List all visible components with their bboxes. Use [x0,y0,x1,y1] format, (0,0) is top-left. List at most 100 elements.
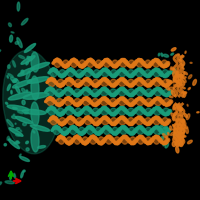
Ellipse shape [167,64,169,67]
Ellipse shape [182,67,184,69]
Ellipse shape [175,119,179,121]
Ellipse shape [174,128,178,133]
Ellipse shape [178,136,179,138]
Ellipse shape [166,136,168,139]
Ellipse shape [182,92,183,93]
Ellipse shape [27,56,32,61]
Ellipse shape [13,79,17,83]
Ellipse shape [5,102,8,104]
Ellipse shape [172,117,174,121]
Ellipse shape [181,120,183,123]
Ellipse shape [23,123,27,126]
Ellipse shape [168,83,170,85]
Ellipse shape [187,104,188,106]
Ellipse shape [170,132,174,135]
Ellipse shape [7,76,8,78]
Ellipse shape [14,173,16,178]
Ellipse shape [18,68,34,76]
Ellipse shape [13,107,17,109]
Ellipse shape [177,133,181,138]
Ellipse shape [20,73,24,75]
Ellipse shape [171,90,175,96]
Ellipse shape [183,92,187,94]
Ellipse shape [8,23,11,27]
Ellipse shape [10,77,19,83]
Ellipse shape [190,62,192,63]
Ellipse shape [13,80,31,88]
Ellipse shape [173,125,174,127]
Ellipse shape [171,113,175,118]
Ellipse shape [170,126,172,130]
Ellipse shape [10,177,11,180]
Ellipse shape [160,136,164,141]
Ellipse shape [178,138,181,141]
Ellipse shape [176,137,180,142]
Ellipse shape [19,154,21,157]
Ellipse shape [162,125,167,129]
Ellipse shape [175,73,178,75]
Ellipse shape [167,80,172,83]
Ellipse shape [177,107,182,111]
Ellipse shape [14,142,20,144]
Ellipse shape [21,56,35,64]
Ellipse shape [156,59,159,62]
Ellipse shape [14,80,17,82]
Ellipse shape [21,18,28,25]
Ellipse shape [163,144,165,146]
Ellipse shape [164,63,169,66]
Ellipse shape [26,141,28,144]
Ellipse shape [177,74,183,77]
Ellipse shape [160,74,164,76]
Ellipse shape [180,137,184,142]
Ellipse shape [16,134,20,136]
Ellipse shape [22,88,25,92]
Ellipse shape [12,116,17,119]
Ellipse shape [182,115,183,117]
Ellipse shape [17,2,20,11]
Ellipse shape [26,90,28,92]
Ellipse shape [178,134,181,138]
Ellipse shape [181,133,184,138]
Ellipse shape [10,35,13,42]
Ellipse shape [176,147,179,153]
Ellipse shape [177,144,182,146]
Ellipse shape [160,125,162,128]
Ellipse shape [181,74,182,77]
Ellipse shape [5,181,14,184]
Ellipse shape [161,53,163,56]
Ellipse shape [169,87,174,90]
Ellipse shape [188,88,190,90]
Ellipse shape [163,134,166,137]
Ellipse shape [9,128,23,136]
Ellipse shape [188,140,192,144]
Ellipse shape [11,90,12,94]
Ellipse shape [166,87,170,90]
Ellipse shape [8,74,13,77]
Ellipse shape [165,143,169,148]
Ellipse shape [180,127,182,129]
Ellipse shape [177,74,178,75]
Ellipse shape [173,79,176,83]
Ellipse shape [24,112,28,114]
Ellipse shape [16,141,18,142]
Ellipse shape [7,84,11,91]
Ellipse shape [179,142,183,146]
Ellipse shape [22,109,46,115]
Ellipse shape [182,87,185,89]
Ellipse shape [163,54,169,57]
Ellipse shape [183,92,186,97]
Ellipse shape [175,134,178,137]
Ellipse shape [19,55,25,59]
Ellipse shape [176,142,179,146]
Ellipse shape [33,131,35,133]
Ellipse shape [172,69,176,74]
Ellipse shape [184,72,188,75]
Ellipse shape [175,124,178,129]
Ellipse shape [176,81,179,83]
Ellipse shape [173,129,175,130]
Ellipse shape [22,100,25,105]
Ellipse shape [178,79,182,85]
Ellipse shape [179,119,185,122]
Ellipse shape [26,148,29,151]
Ellipse shape [185,51,186,53]
